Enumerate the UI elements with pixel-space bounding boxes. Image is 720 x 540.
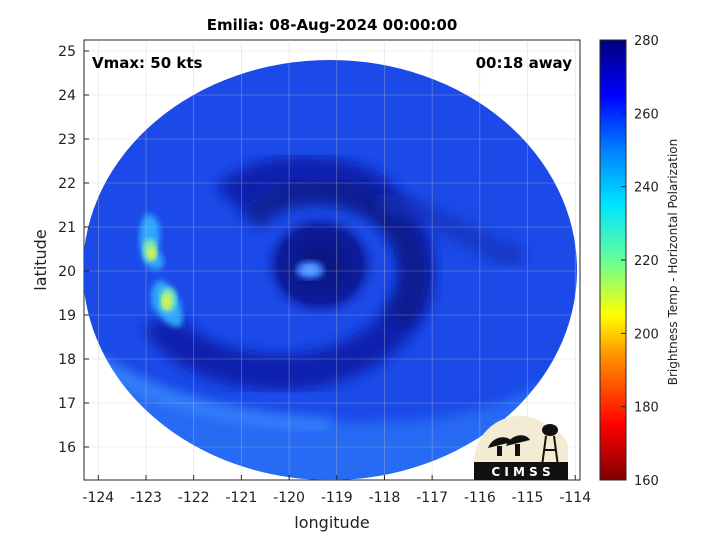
y-tick-label: 16: [58, 440, 76, 456]
cimss-logo: C I M S S: [474, 416, 568, 480]
x-axis-label: longitude: [294, 513, 369, 532]
y-tick-label: 23: [58, 132, 76, 148]
y-axis: 16 17 18 19 20 21 22 23 24 25: [58, 44, 89, 456]
y-tick-label: 18: [58, 352, 76, 368]
y-tick-label: 20: [58, 264, 76, 280]
away-label: 00:18 away: [476, 54, 573, 72]
x-tick-label: -123: [130, 490, 162, 506]
x-tick-label: -124: [82, 490, 114, 506]
y-tick-label: 22: [58, 176, 76, 192]
x-tick-label: -122: [178, 490, 210, 506]
colorbar-tick-label: 240: [634, 181, 659, 196]
colorbar-tick-label: 280: [634, 34, 659, 49]
x-tick-label: -120: [273, 490, 305, 506]
colorbar-label: Brightness Temp - Horizontal Polarizatio…: [666, 139, 680, 386]
colorbar-tick-label: 260: [634, 107, 659, 122]
x-tick-label: -114: [559, 490, 591, 506]
x-tick-label: -121: [225, 490, 257, 506]
microwave-swath-image: [84, 60, 577, 480]
colorbar-tick-label: 200: [634, 327, 659, 342]
cimss-logo-text: C I M S S: [491, 465, 550, 479]
colorbar-tick-label: 180: [634, 401, 659, 416]
y-tick-label: 19: [58, 308, 76, 324]
colorbar: 160 180 200 220 240 260 280 Brightness Temp - …: [599, 34, 680, 489]
x-axis: -124 -123 -122 -121 -120 -119 -118 -117 -116 -115…: [82, 475, 591, 506]
colorbar-tick-label: 220: [634, 254, 659, 269]
colorbar-tick-label: 160: [634, 474, 659, 489]
y-tick-label: 24: [58, 88, 76, 104]
y-tick-label: 17: [58, 396, 76, 412]
x-tick-label: -118: [369, 490, 401, 506]
x-tick-label: -119: [321, 490, 353, 506]
vmax-label: Vmax: 50 kts: [92, 54, 202, 72]
x-tick-label: -115: [512, 490, 544, 506]
y-axis-label: latitude: [31, 229, 50, 290]
y-tick-label: 25: [58, 44, 76, 60]
x-tick-label: -116: [464, 490, 496, 506]
y-tick-label: 21: [58, 220, 76, 236]
x-tick-label: -117: [416, 490, 448, 506]
figure-title: Emilia: 08-Aug-2024 00:00:00: [207, 16, 458, 34]
